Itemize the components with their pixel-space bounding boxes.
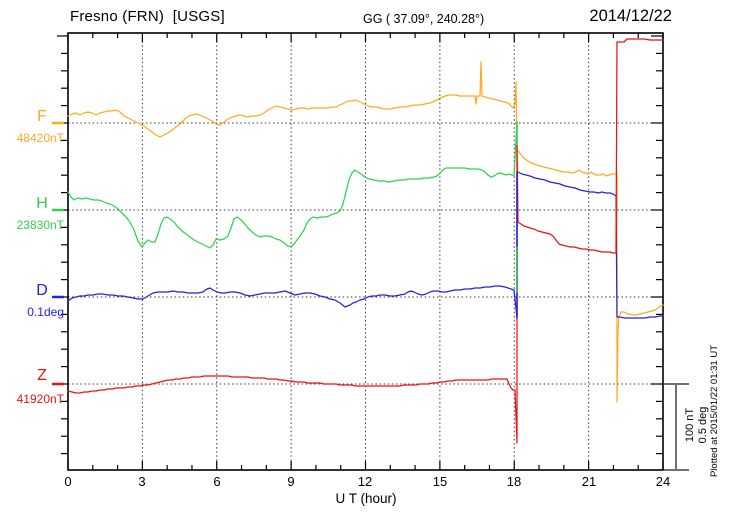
component-label-D: D [36,282,48,299]
component-label-H: H [36,195,48,212]
series-D-trace [67,171,664,319]
component-value-H: 23830nT [16,218,64,232]
observatory-coordinates: GG ( 37.09°, 240.28°) [363,12,485,26]
xtick-label-18: 18 [506,474,522,489]
page-title: Fresno (FRN) [USGS] [70,8,225,25]
component-label-Z: Z [37,367,47,384]
xtick-label-24: 24 [655,474,671,489]
xtick-label-3: 3 [138,474,146,489]
xtick-label-9: 9 [287,474,295,489]
component-value-F: 48420nT [16,131,64,145]
xtick-label-6: 6 [213,474,221,489]
plot-date: 2014/12/22 [589,7,672,25]
series-Z-trace [67,38,664,444]
component-value-D: 0.1deg [27,305,64,319]
component-value-Z: 41920nT [16,392,64,406]
series-F-trace [67,61,664,403]
series-H-trace [67,121,518,296]
xtick-label-21: 21 [581,474,597,489]
scale-bar-label: 100 nT 0.5 deg [684,406,709,444]
xtick-label-0: 0 [64,474,72,489]
x-axis-title: U T (hour) [335,491,397,506]
plotted-at-note: Plotted at 2015/01/22 01:31 UT [709,344,720,478]
xtick-label-15: 15 [432,474,448,489]
component-label-F: F [37,108,47,125]
xtick-label-12: 12 [357,474,373,489]
